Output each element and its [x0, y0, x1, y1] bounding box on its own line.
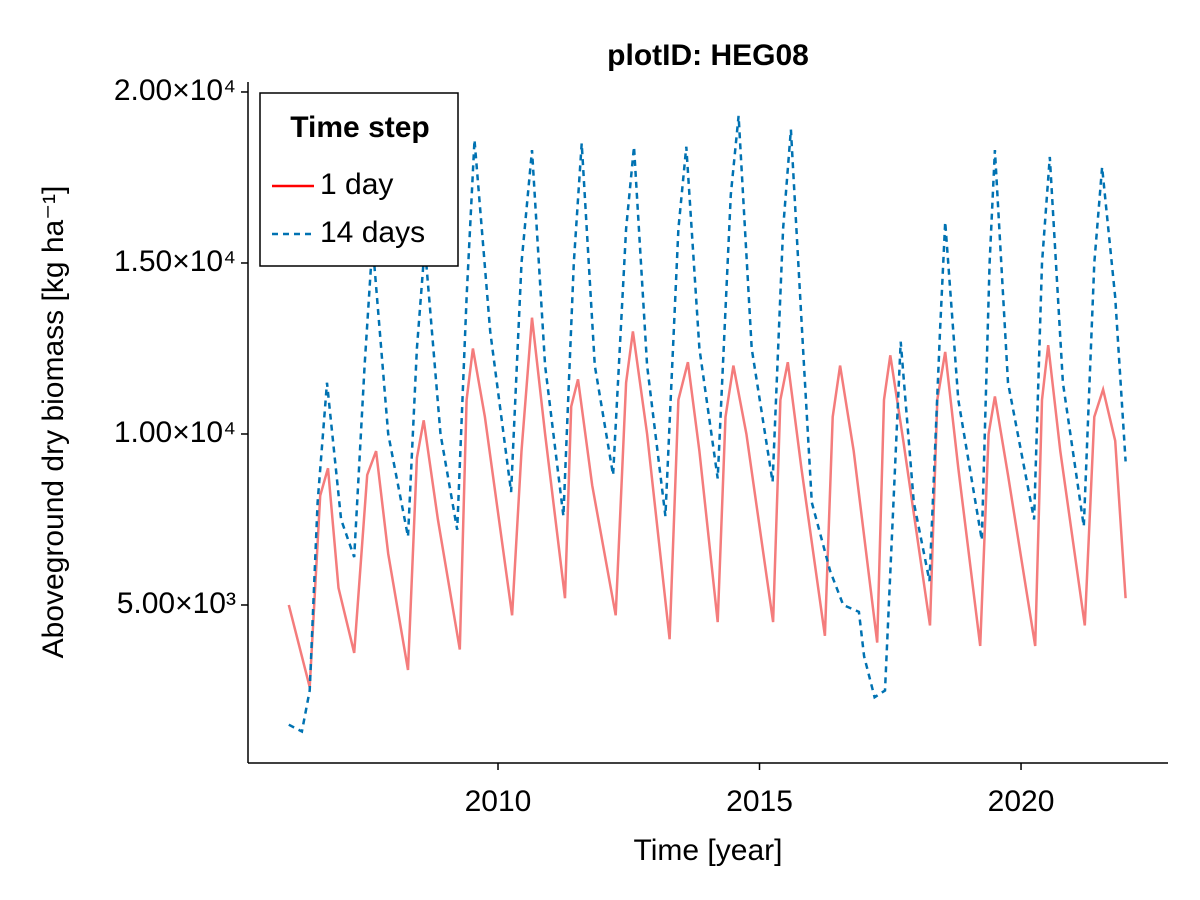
y-axis-label: Aboveground dry biomass [kg ha⁻¹] — [37, 186, 70, 659]
chart-title: plotID: HEG08 — [607, 39, 809, 72]
legend-label: 1 day — [320, 168, 393, 201]
legend-box — [259, 92, 459, 267]
legend: Time step 1 day 14 days — [259, 92, 459, 267]
x-tick-label: 2015 — [726, 785, 793, 818]
plot-area — [287, 115, 1127, 734]
y-tick-label: 1.00×10⁴ — [114, 416, 236, 449]
y-tick-label: 2.00×10⁴ — [114, 74, 236, 107]
legend-title: Time step — [290, 111, 430, 144]
x-tick-label: 2020 — [988, 785, 1055, 818]
legend-label: 14 days — [320, 216, 425, 249]
x-axis-label: Time [year] — [634, 834, 783, 867]
y-tick-label: 1.50×10⁴ — [114, 245, 236, 278]
series-line — [287, 317, 1127, 688]
y-tick-label: 5.00×10³ — [117, 587, 236, 620]
series-line — [288, 115, 1127, 734]
x-tick-label: 2010 — [465, 785, 532, 818]
